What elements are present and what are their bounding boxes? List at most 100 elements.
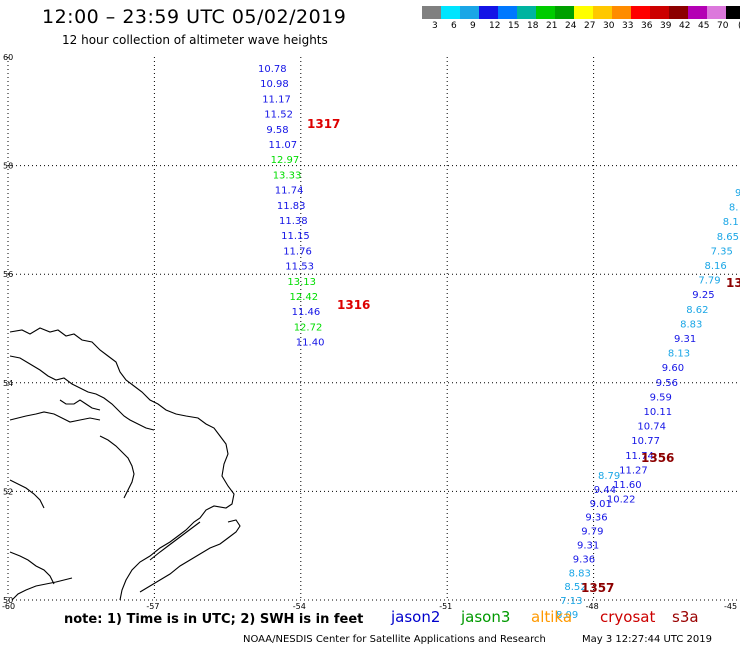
wave-height-value: 11.15 <box>281 231 310 242</box>
wave-height-value: 11.46 <box>292 307 321 318</box>
wave-height-value: 9.44 <box>594 485 616 496</box>
lon-label: -57 <box>146 602 159 611</box>
wave-height-value: 10.77 <box>631 436 660 447</box>
legend-tick-label: 33 <box>622 21 634 31</box>
wave-height-value: 8.83 <box>680 319 702 330</box>
wave-height-value: 11.52 <box>264 110 293 121</box>
color-legend-bar <box>422 6 740 19</box>
lat-label: 52 <box>3 487 13 496</box>
wave-height-value: 10.11 <box>644 407 673 418</box>
wave-height-value: 9.36 <box>573 554 595 565</box>
lon-label: -51 <box>439 602 452 611</box>
legend-swatch <box>631 6 650 19</box>
wave-height-value: 8.83 <box>569 568 591 579</box>
wave-height-value: 11.27 <box>619 465 648 476</box>
map-grid <box>7 57 740 601</box>
pass-label: 13 <box>726 276 740 290</box>
legend-swatch <box>460 6 479 19</box>
axis-labels: 60 58 56 54 52 50-60 -57 -54 -51 -48 -45 <box>2 53 737 611</box>
wave-height-value: 8.1 <box>723 217 739 228</box>
wave-height-value: 12.72 <box>294 322 323 333</box>
wave-height-value: 9.36 <box>585 513 607 524</box>
wave-height-value: 7.79 <box>698 276 720 287</box>
wave-height-value: 8.65 <box>717 232 739 243</box>
legend-tick-label: 30 <box>603 21 615 31</box>
lat-label: 54 <box>3 379 13 388</box>
satellite-label-s3a: s3a <box>672 608 699 626</box>
lon-label: -48 <box>586 602 599 611</box>
lat-label: 60 <box>3 53 13 62</box>
wave-height-value: 8.52 <box>564 582 586 593</box>
wave-height-value: 11.74 <box>275 186 304 197</box>
pass-label: 1316 <box>337 298 370 312</box>
timestamp: May 3 12:27:44 UTC 2019 <box>582 634 712 645</box>
lon-label: -60 <box>2 602 15 611</box>
legend-tick-label: 36 <box>641 21 653 31</box>
legend-swatch <box>441 6 460 19</box>
wave-height-value: 10.78 <box>258 64 287 75</box>
wave-height-value: 9.31 <box>674 334 696 345</box>
wave-height-value: 7.13 <box>560 596 582 607</box>
wave-height-value: 7.35 <box>711 246 733 257</box>
legend-tick-label: 12 <box>489 21 501 31</box>
lat-label: 50 <box>3 596 13 605</box>
altimeter-tracks: 10.78 10.98 11.17 11.52 9.58 11.07 12.97 13.33 1… <box>258 64 740 621</box>
wave-height-value: 9 <box>735 188 740 199</box>
coastline <box>9 327 241 601</box>
wave-height-value: 12.42 <box>290 292 319 303</box>
wave-height-value: 11.74 <box>625 451 654 462</box>
wave-height-value: 9.01 <box>590 499 612 510</box>
wave-height-value: 11.07 <box>269 140 298 151</box>
legend-tick-label: 15 <box>508 21 520 31</box>
legend-swatch <box>688 6 707 19</box>
wave-height-value: 11.17 <box>262 94 291 105</box>
wave-height-value: 10.74 <box>637 422 666 433</box>
footer-note: note: 1) Time is in UTC; 2) SWH is in fe… <box>64 612 364 627</box>
legend-tick-label: 21 <box>546 21 558 31</box>
wave-height-value: 9.60 <box>662 363 684 374</box>
coastline-segment <box>9 355 155 431</box>
legend-tick-label: 18 <box>527 21 539 31</box>
legend-swatch <box>593 6 612 19</box>
wave-height-value: 13.13 <box>287 277 316 288</box>
wave-height-value: 9.58 <box>266 125 288 136</box>
legend-tick-label: (ft) <box>738 21 740 31</box>
wave-height-value: 9.56 <box>656 378 678 389</box>
wave-height-value: 9.79 <box>581 527 603 538</box>
pass-label: 1357 <box>581 581 614 595</box>
wave-height-value: 11.60 <box>613 480 642 491</box>
coastline-segment <box>139 519 241 593</box>
legend-swatch <box>574 6 593 19</box>
lat-label: 56 <box>3 270 13 279</box>
wave-height-value: 11.40 <box>296 338 325 349</box>
wave-height-value: 8.16 <box>705 261 727 272</box>
credit-line: NOAA/NESDIS Center for Satellite Applica… <box>243 634 546 645</box>
wave-height-value: 12.97 <box>271 155 300 166</box>
legend-swatch <box>707 6 726 19</box>
legend-swatch <box>726 6 740 19</box>
legend-swatch <box>479 6 498 19</box>
satellite-label-jason2: jason2 <box>391 608 441 626</box>
legend-tick-label: 24 <box>565 21 577 31</box>
wave-height-value: 10.22 <box>607 495 636 506</box>
coastline-segment <box>9 479 45 509</box>
wave-height-value: 8.79 <box>598 471 620 482</box>
lat-label: 58 <box>3 162 13 171</box>
wave-height-value: 9.59 <box>650 392 672 403</box>
legend-swatch <box>669 6 688 19</box>
lon-label: -54 <box>293 602 306 611</box>
satellite-label-cryosat: cryosat <box>600 608 656 626</box>
legend-swatch <box>612 6 631 19</box>
lon-label: -45 <box>724 602 737 611</box>
legend-tick-label: 27 <box>584 21 596 31</box>
satellite-label-jason3: jason3 <box>461 608 511 626</box>
legend-swatch <box>650 6 669 19</box>
wave-height-value: 11.38 <box>279 216 308 227</box>
legend-tick-label: 70 <box>717 21 729 31</box>
wave-height-value: 8. <box>729 203 739 214</box>
legend-swatch <box>422 6 441 19</box>
legend-tick-label: 3 <box>432 21 438 31</box>
wave-height-value: 9.25 <box>692 290 714 301</box>
legend-swatch <box>536 6 555 19</box>
